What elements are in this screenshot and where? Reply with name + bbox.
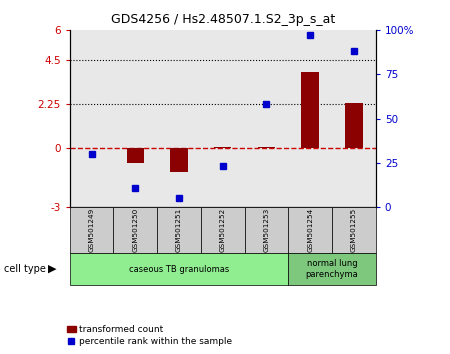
Bar <box>214 147 231 148</box>
Text: GSM501254: GSM501254 <box>307 208 313 252</box>
Text: normal lung
parenchyma: normal lung parenchyma <box>306 259 358 279</box>
Text: GSM501255: GSM501255 <box>351 208 357 252</box>
Bar <box>302 72 319 148</box>
Text: GSM501253: GSM501253 <box>263 208 270 252</box>
Text: GSM501249: GSM501249 <box>89 208 94 252</box>
Bar <box>345 103 363 148</box>
Text: GSM501250: GSM501250 <box>132 208 138 252</box>
Title: GDS4256 / Hs2.48507.1.S2_3p_s_at: GDS4256 / Hs2.48507.1.S2_3p_s_at <box>111 13 335 26</box>
Bar <box>126 148 144 163</box>
Text: cell type: cell type <box>4 264 46 274</box>
Bar <box>258 147 275 148</box>
Text: ▶: ▶ <box>48 264 56 274</box>
Text: caseous TB granulomas: caseous TB granulomas <box>129 264 229 274</box>
Text: GSM501252: GSM501252 <box>220 208 226 252</box>
Text: GSM501251: GSM501251 <box>176 208 182 252</box>
Bar <box>170 148 188 172</box>
Legend: transformed count, percentile rank within the sample: transformed count, percentile rank withi… <box>63 321 236 349</box>
